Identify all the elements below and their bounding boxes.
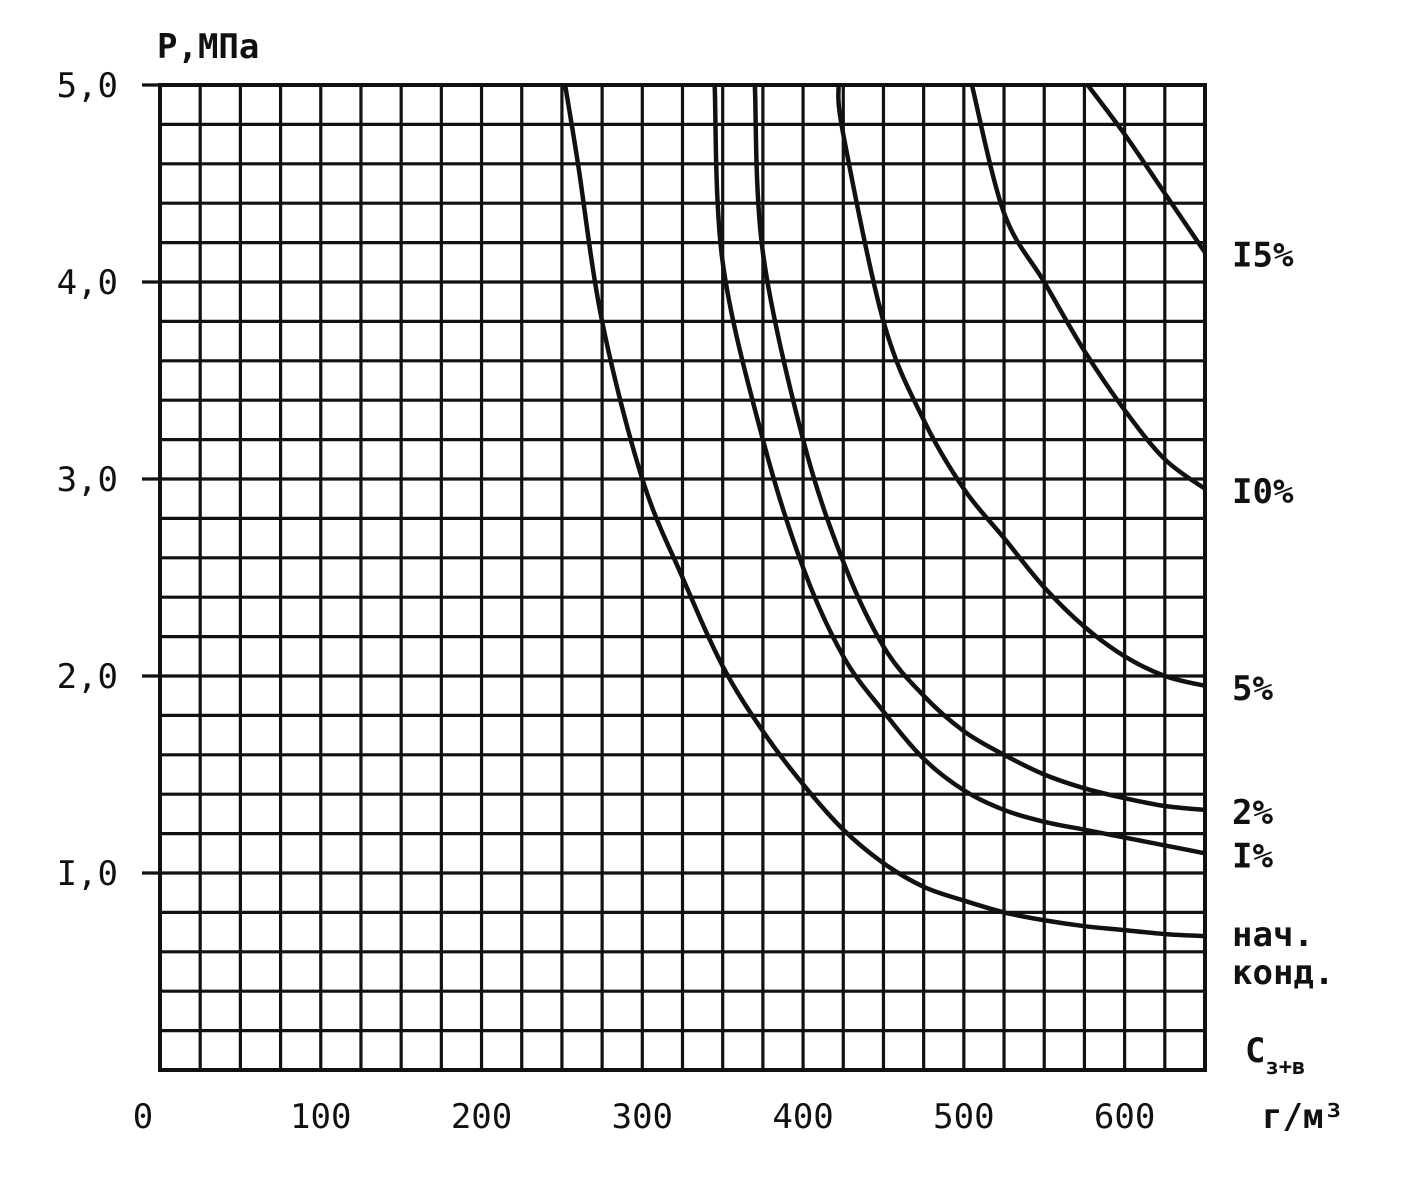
- series-label: I5%: [1232, 235, 1294, 275]
- series-label: 5%: [1232, 669, 1273, 709]
- x-tick-label: 300: [612, 1097, 673, 1137]
- x-axis-label-sub: з+в: [1265, 1055, 1305, 1080]
- series-label: I%: [1232, 836, 1273, 876]
- y-tick-label: 5,0: [57, 66, 118, 106]
- y-tick-labels: I,0 2,0 3,0 4,0 5,0: [57, 66, 118, 894]
- x-axis-label: Сз+в: [1245, 1031, 1305, 1080]
- x-tick-label: 500: [933, 1097, 994, 1137]
- series-line: [752, 84, 1206, 813]
- x-tick-label: 200: [451, 1097, 512, 1137]
- x-tick-label: 100: [290, 1097, 351, 1137]
- x-tick-labels: 0 100 200 300 400 500 600: [133, 1097, 1156, 1137]
- x-axis-unit: г/м³: [1262, 1097, 1344, 1137]
- plot-frame: [158, 83, 1207, 1072]
- curve-labels: нач.конд. I%2% 5% I0% I5%: [1232, 235, 1334, 993]
- series-line: [562, 84, 1206, 939]
- series-line: [969, 84, 1207, 491]
- y-tick-label: I,0: [57, 854, 118, 894]
- y-tick-label: 4,0: [57, 263, 118, 303]
- y-axis-label: Р,МПа: [157, 27, 259, 67]
- series-line: [1085, 83, 1207, 254]
- series-label: I0%: [1232, 472, 1294, 512]
- grid: [142, 83, 1207, 1072]
- series-label: 2%: [1232, 793, 1273, 833]
- series-label: нач.: [1232, 915, 1314, 955]
- series-line: [836, 84, 1206, 689]
- x-tick-label: 600: [1094, 1097, 1155, 1137]
- x-axis-label-main: С: [1245, 1031, 1265, 1071]
- y-tick-label: 2,0: [57, 657, 118, 697]
- series-line: [712, 84, 1206, 856]
- y-tick-label: 3,0: [57, 460, 118, 500]
- x-tick-label: 400: [772, 1097, 833, 1137]
- series-label: конд.: [1232, 953, 1334, 993]
- curves: [562, 83, 1207, 939]
- x-tick-label: 0: [133, 1097, 153, 1137]
